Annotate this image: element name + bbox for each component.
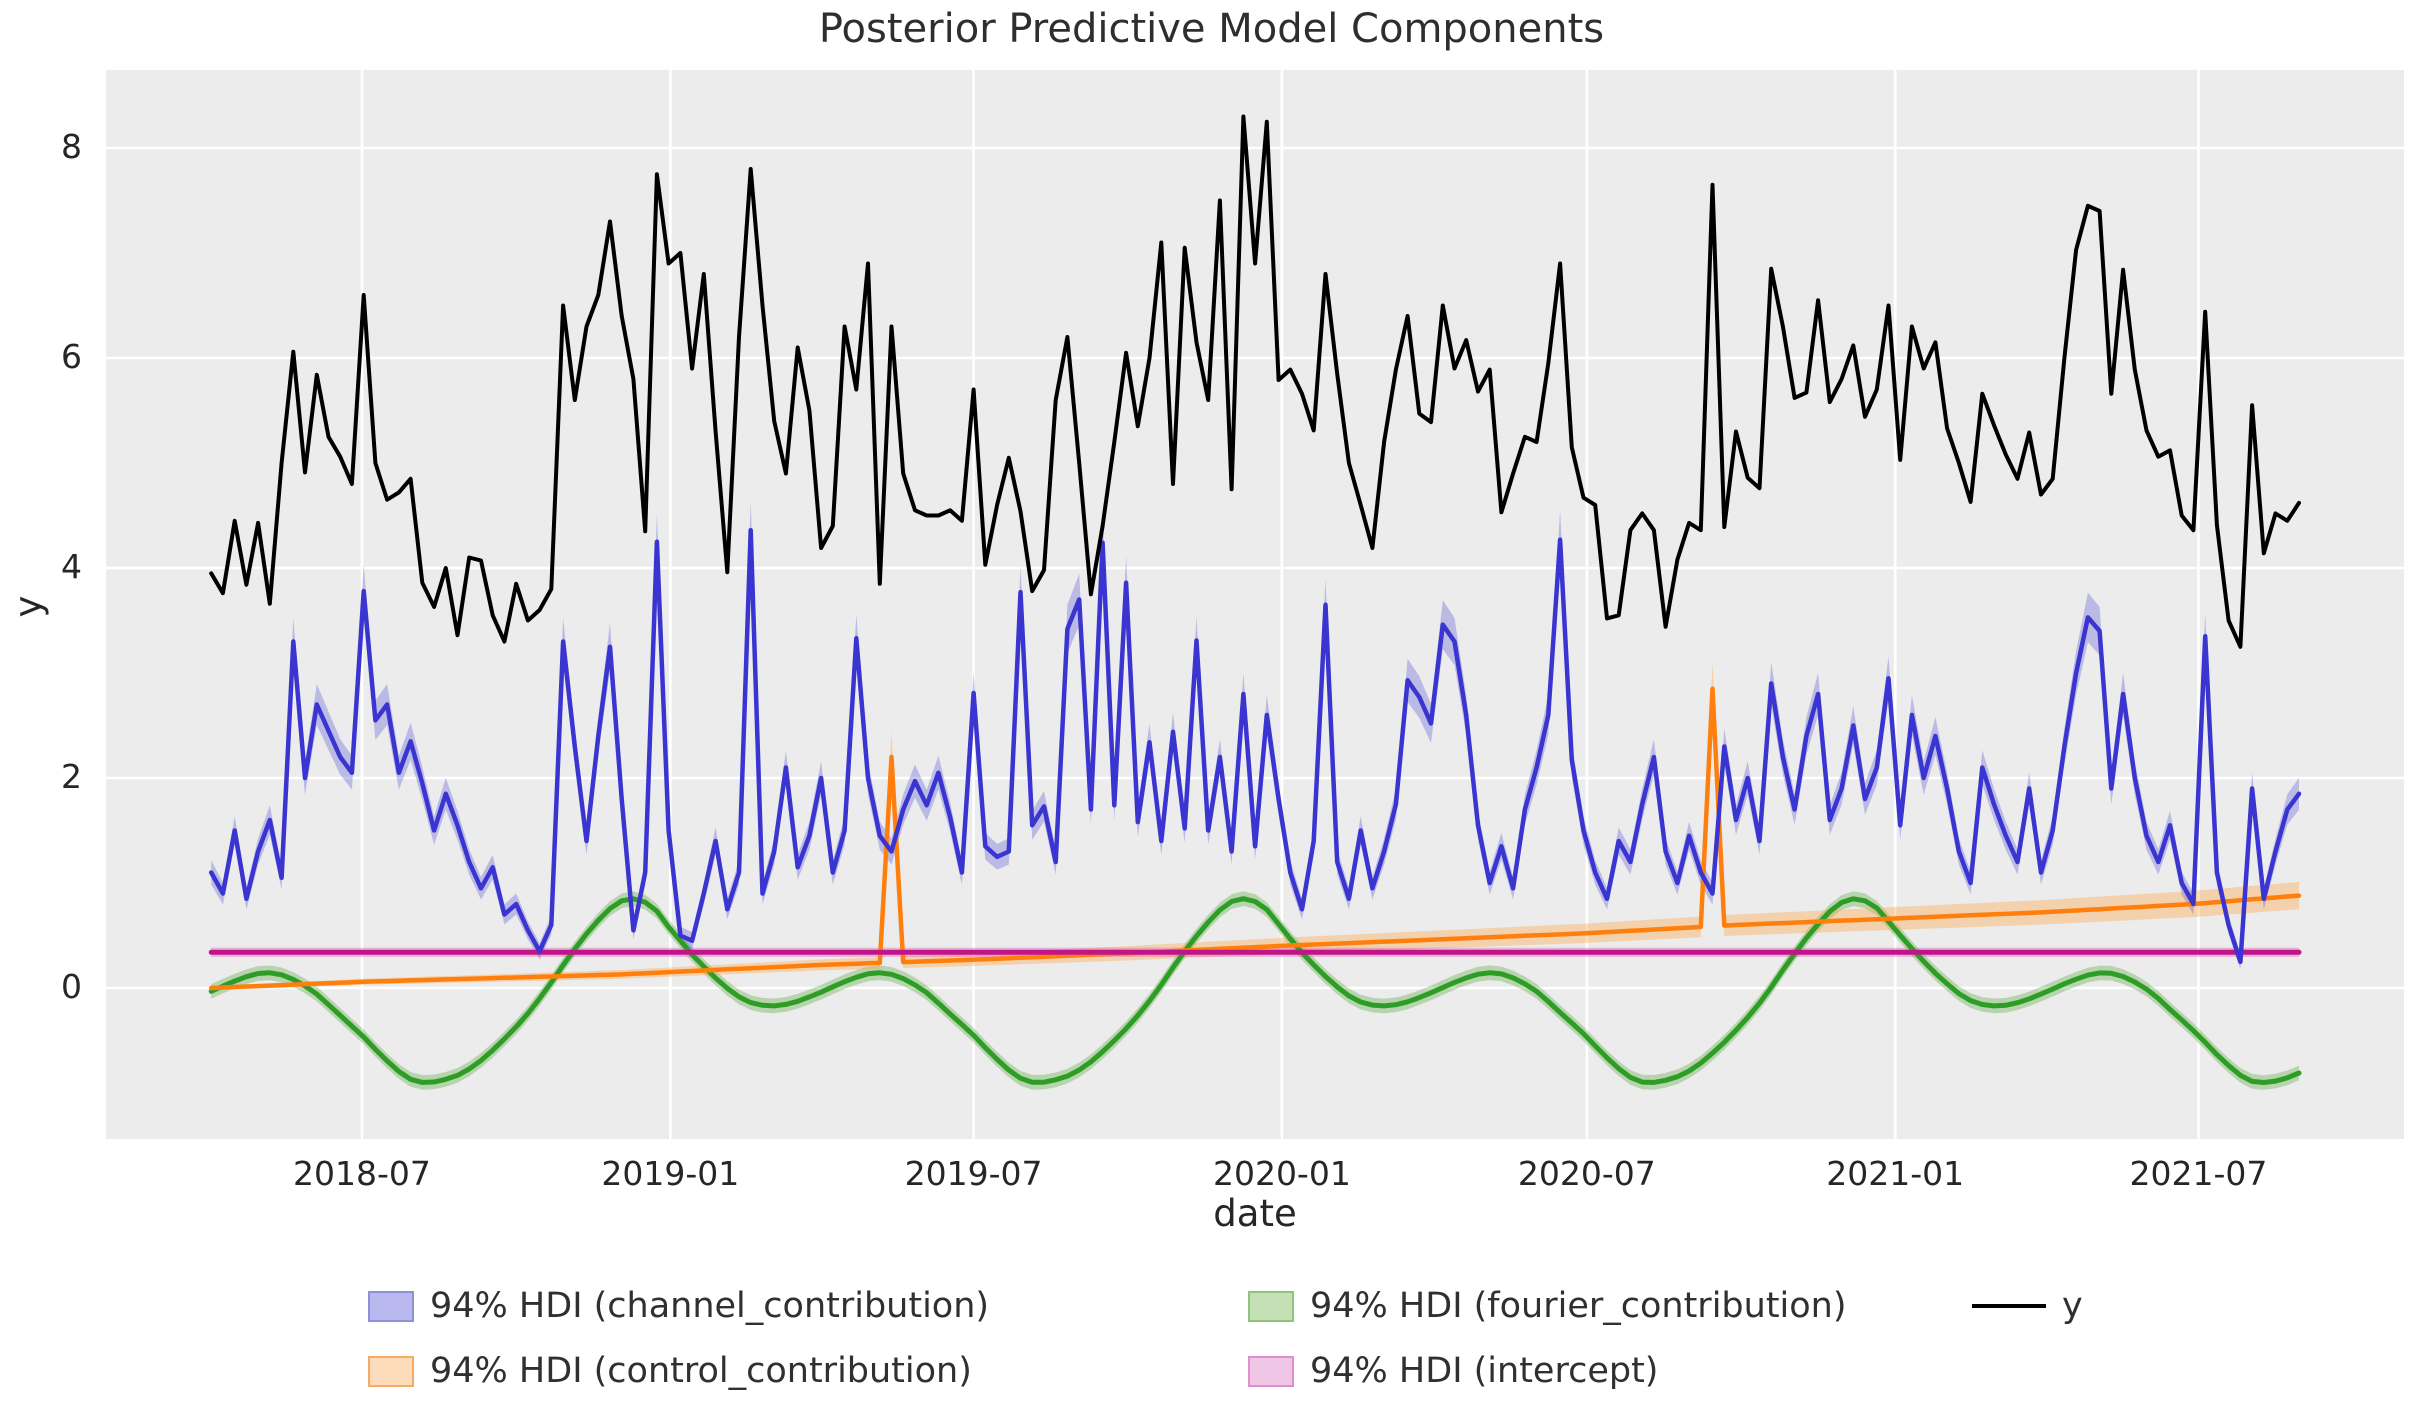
legend-item-y: y [1972,1286,2083,1326]
y-observed-line [209,114,2301,649]
x-axis-label: date [1213,1192,1297,1235]
legend-label-fourier: 94% HDI (fourier_contribution) [1310,1286,1847,1326]
y-tick-label: 8 [61,127,82,166]
legend-item-intercept: 94% HDI (intercept) [1248,1351,1658,1391]
y-line-swatch [1972,1304,2046,1308]
legend-label-y: y [2062,1286,2083,1326]
x-tick-label: 2019-07 [904,1154,1043,1193]
fourier-contribution-line [208,896,2302,1085]
intercept-hdi-swatch [1248,1355,1294,1387]
legend-item-fourier-contribution: 94% HDI (fourier_contribution) [1248,1286,1847,1326]
legend-label-intercept: 94% HDI (intercept) [1310,1351,1659,1391]
y-tick-label: 4 [61,547,82,586]
control-hdi-swatch [368,1355,414,1387]
channel-contribution-line [208,527,2302,965]
legend-item-channel-contribution: 94% HDI (channel_contribution) [368,1286,989,1326]
x-tick-label: 2020-07 [1517,1154,1656,1193]
x-tick-label: 2021-07 [2129,1154,2268,1193]
legend-label-control: 94% HDI (control_contribution) [430,1351,972,1391]
y-tick-label: 6 [61,337,82,376]
x-tick-label: 2021-01 [1826,1154,1965,1193]
y-tick-label: 2 [61,757,82,796]
x-tick-label: 2020-01 [1212,1154,1351,1193]
chart-title: Posterior Predictive Model Components [818,6,1605,52]
x-tick-label: 2018-07 [293,1154,431,1193]
fourier-hdi-swatch [1248,1290,1294,1322]
legend-item-control-contribution: 94% HDI (control_contribution) [368,1351,972,1391]
channel-hdi-swatch [368,1290,414,1322]
legend-label-channel: 94% HDI (channel_contribution) [430,1286,990,1326]
control-contribution-line [208,686,2302,991]
y-tick-label: 0 [61,967,82,1006]
x-tick-label: 2019-01 [601,1154,740,1193]
